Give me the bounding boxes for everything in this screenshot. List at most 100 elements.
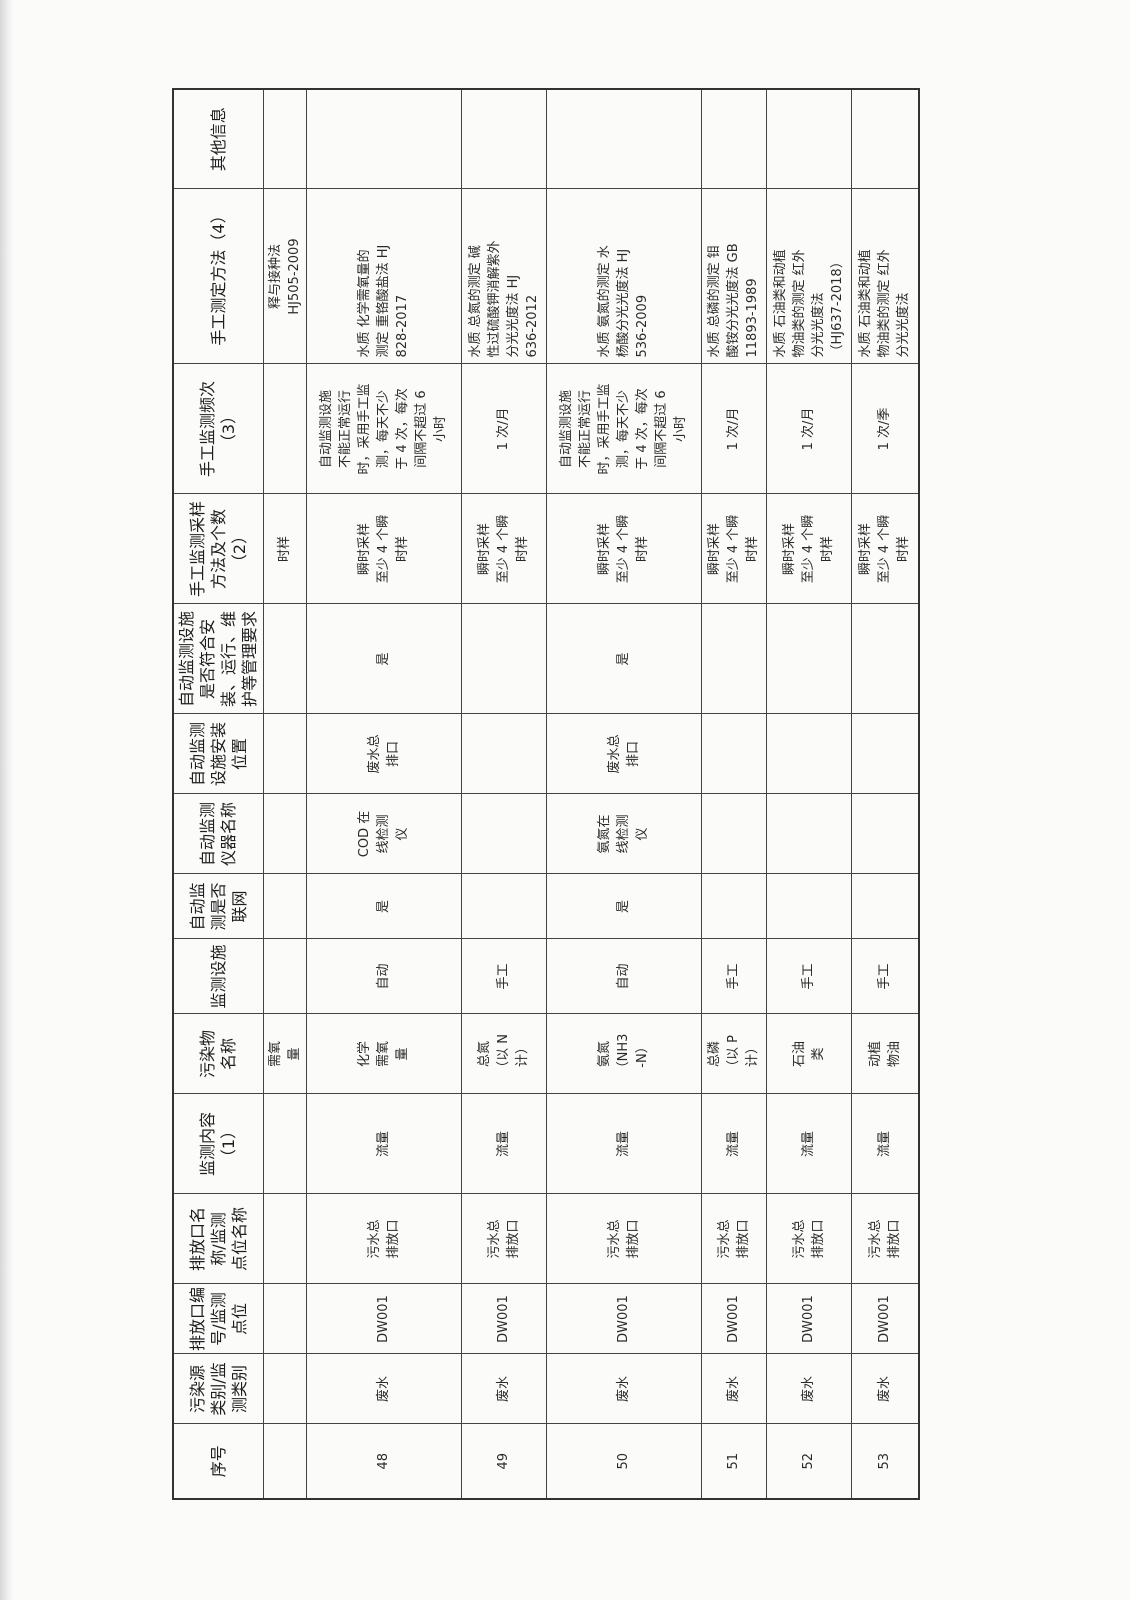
cell-manual-sampling: 瞬时采样 至少 4 个瞬 时样 [701,494,766,604]
cell-manual-frequency: 自动监测设施 不能正常运行 时，采用手工监 测，每天不少 于 4 次，每次 间隔… [546,364,701,494]
cell-auto-instrument: 氨氮在 线检测 仪 [546,794,701,874]
cell-manual-method: 释与接种法 HJ505-2009 [263,189,306,364]
cell-auto-networked: 是 [546,874,701,939]
table-row: 49 废水 DW001 污水总 排放口 流量 总氮 （以 N 计） 手工 瞬时采样 至少 4 … [461,89,546,1499]
cell-source-type: 废水 [461,1354,546,1424]
cell-auto-instrument [263,794,306,874]
header-auto-networked: 自动监 测是否 联网 [173,874,263,939]
cell-outlet-code: DW001 [701,1284,766,1354]
cell-auto-networked [851,874,919,939]
cell-source-type [263,1354,306,1424]
cell-auto-compliance: 是 [306,604,461,714]
cell-source-type: 废水 [766,1354,851,1424]
cell-outlet-name: 污水总 排放口 [306,1194,461,1284]
cell-facility: 自动 [546,939,701,1014]
cell-outlet-name: 污水总 排放口 [851,1194,919,1284]
table-row: 53 废水 DW001 污水总 排放口 流量 动植 物油 手工 瞬时采样 至少 4 个瞬 时样… [851,89,919,1499]
cell-outlet-code: DW001 [851,1284,919,1354]
cell-outlet-code: DW001 [306,1284,461,1354]
cell-source-type: 废水 [306,1354,461,1424]
cell-pollutant: 动植 物油 [851,1014,919,1094]
cell-pollutant: 化学 需氧 量 [306,1014,461,1094]
cell-pollutant: 需氧 量 [263,1014,306,1094]
cell-monitoring-content: 流量 [766,1094,851,1194]
cell-auto-networked [766,874,851,939]
cell-pollutant: 石油 类 [766,1014,851,1094]
header-auto-install-location: 自动监测 设施安装 位置 [173,714,263,794]
cell-auto-networked: 是 [306,874,461,939]
cell-manual-frequency: 自动监测设施 不能正常运行 时，采用手工监 测，每天不少 于 4 次，每次 间隔… [306,364,461,494]
cell-auto-install-location [263,714,306,794]
cell-manual-frequency: 1 次/月 [701,364,766,494]
cell-auto-compliance [851,604,919,714]
cell-monitoring-content [263,1094,306,1194]
cell-seq: 49 [461,1424,546,1499]
cell-auto-install-location [851,714,919,794]
header-monitoring-content: 监测内容（1） [173,1094,263,1194]
header-source-type: 污染源 类别/监 测类别 [173,1354,263,1424]
cell-other-info [461,89,546,189]
cell-manual-method: 水质 石油类和动植 物油类的测定 红外 分光光度法 （HJ637-2018） [766,189,851,364]
scan-edge-shadow [0,0,14,1600]
header-auto-compliance: 自动监测设施 是否符合安 装、运行、维 护等管理要求 [173,604,263,714]
cell-manual-method: 水质 石油类和动植 物油类的测定 红外 分光光度法 [851,189,919,364]
cell-facility: 手工 [701,939,766,1014]
cell-other-info [306,89,461,189]
cell-facility [263,939,306,1014]
cell-seq: 50 [546,1424,701,1499]
cell-monitoring-content: 流量 [306,1094,461,1194]
cell-manual-frequency [263,364,306,494]
monitoring-table-page: 序号 污染源 类别/监 测类别 排放口编 号/监测 点位 排放口名 称/监测 点位名称… [172,88,920,1500]
cell-other-info [546,89,701,189]
table-row: 需氧 量 时样 释与接种法 HJ505-2009 [263,89,306,1499]
cell-manual-method: 水质 总磷的测定 钼 酸铵分光光度法 GB 11893-1989 [701,189,766,364]
cell-auto-instrument: COD 在 线检测 仪 [306,794,461,874]
cell-monitoring-content: 流量 [701,1094,766,1194]
cell-manual-method: 水质 化学需氧量的 测定 重铬酸盐法 HJ 828-2017 [306,189,461,364]
header-seq: 序号 [173,1424,263,1499]
header-facility: 监测设施 [173,939,263,1014]
cell-source-type: 废水 [546,1354,701,1424]
cell-manual-sampling: 瞬时采样 至少 4 个瞬 时样 [546,494,701,604]
cell-facility: 手工 [461,939,546,1014]
header-manual-frequency: 手工监测频次（3） [173,364,263,494]
cell-outlet-name: 污水总 排放口 [546,1194,701,1284]
cell-facility: 手工 [766,939,851,1014]
cell-manual-sampling: 瞬时采样 至少 4 个瞬 时样 [766,494,851,604]
cell-auto-compliance: 是 [546,604,701,714]
cell-outlet-code: DW001 [766,1284,851,1354]
cell-pollutant: 氨氮 （NH3 -N） [546,1014,701,1094]
cell-manual-frequency: 1 次/月 [461,364,546,494]
cell-manual-sampling: 瞬时采样 至少 4 个瞬 时样 [851,494,919,604]
cell-other-info [263,89,306,189]
cell-monitoring-content: 流量 [851,1094,919,1194]
cell-other-info [851,89,919,189]
cell-auto-install-location: 废水总 排口 [546,714,701,794]
cell-pollutant: 总氮 （以 N 计） [461,1014,546,1094]
cell-auto-install-location [701,714,766,794]
cell-auto-instrument [461,794,546,874]
cell-auto-install-location [461,714,546,794]
cell-auto-networked [263,874,306,939]
cell-auto-instrument [701,794,766,874]
cell-other-info [701,89,766,189]
cell-monitoring-content: 流量 [461,1094,546,1194]
table-row: 48 废水 DW001 污水总 排放口 流量 化学 需氧 量自动是 COD 在 线检测 仪废… [306,89,461,1499]
header-row: 序号 污染源 类别/监 测类别 排放口编 号/监测 点位 排放口名 称/监测 点位名称… [173,89,263,1499]
cell-auto-compliance [766,604,851,714]
cell-outlet-name [263,1194,306,1284]
cell-outlet-code: DW001 [546,1284,701,1354]
cell-source-type: 废水 [851,1354,919,1424]
cell-pollutant: 总磷 （以 P 计） [701,1014,766,1094]
cell-seq: 52 [766,1424,851,1499]
cell-auto-compliance [263,604,306,714]
cell-outlet-code [263,1284,306,1354]
cell-auto-install-location [766,714,851,794]
cell-manual-frequency: 1 次/月 [766,364,851,494]
cell-outlet-name: 污水总 排放口 [766,1194,851,1284]
cell-manual-sampling: 瞬时采样 至少 4 个瞬 时样 [461,494,546,604]
header-pollutant: 污染物 名称 [173,1014,263,1094]
table-row: 52 废水 DW001 污水总 排放口 流量 石油 类手工 瞬时采样 至少 4 个瞬 时样 1… [766,89,851,1499]
cell-auto-compliance [701,604,766,714]
monitoring-plan-table: 序号 污染源 类别/监 测类别 排放口编 号/监测 点位 排放口名 称/监测 点位名称… [172,88,920,1500]
